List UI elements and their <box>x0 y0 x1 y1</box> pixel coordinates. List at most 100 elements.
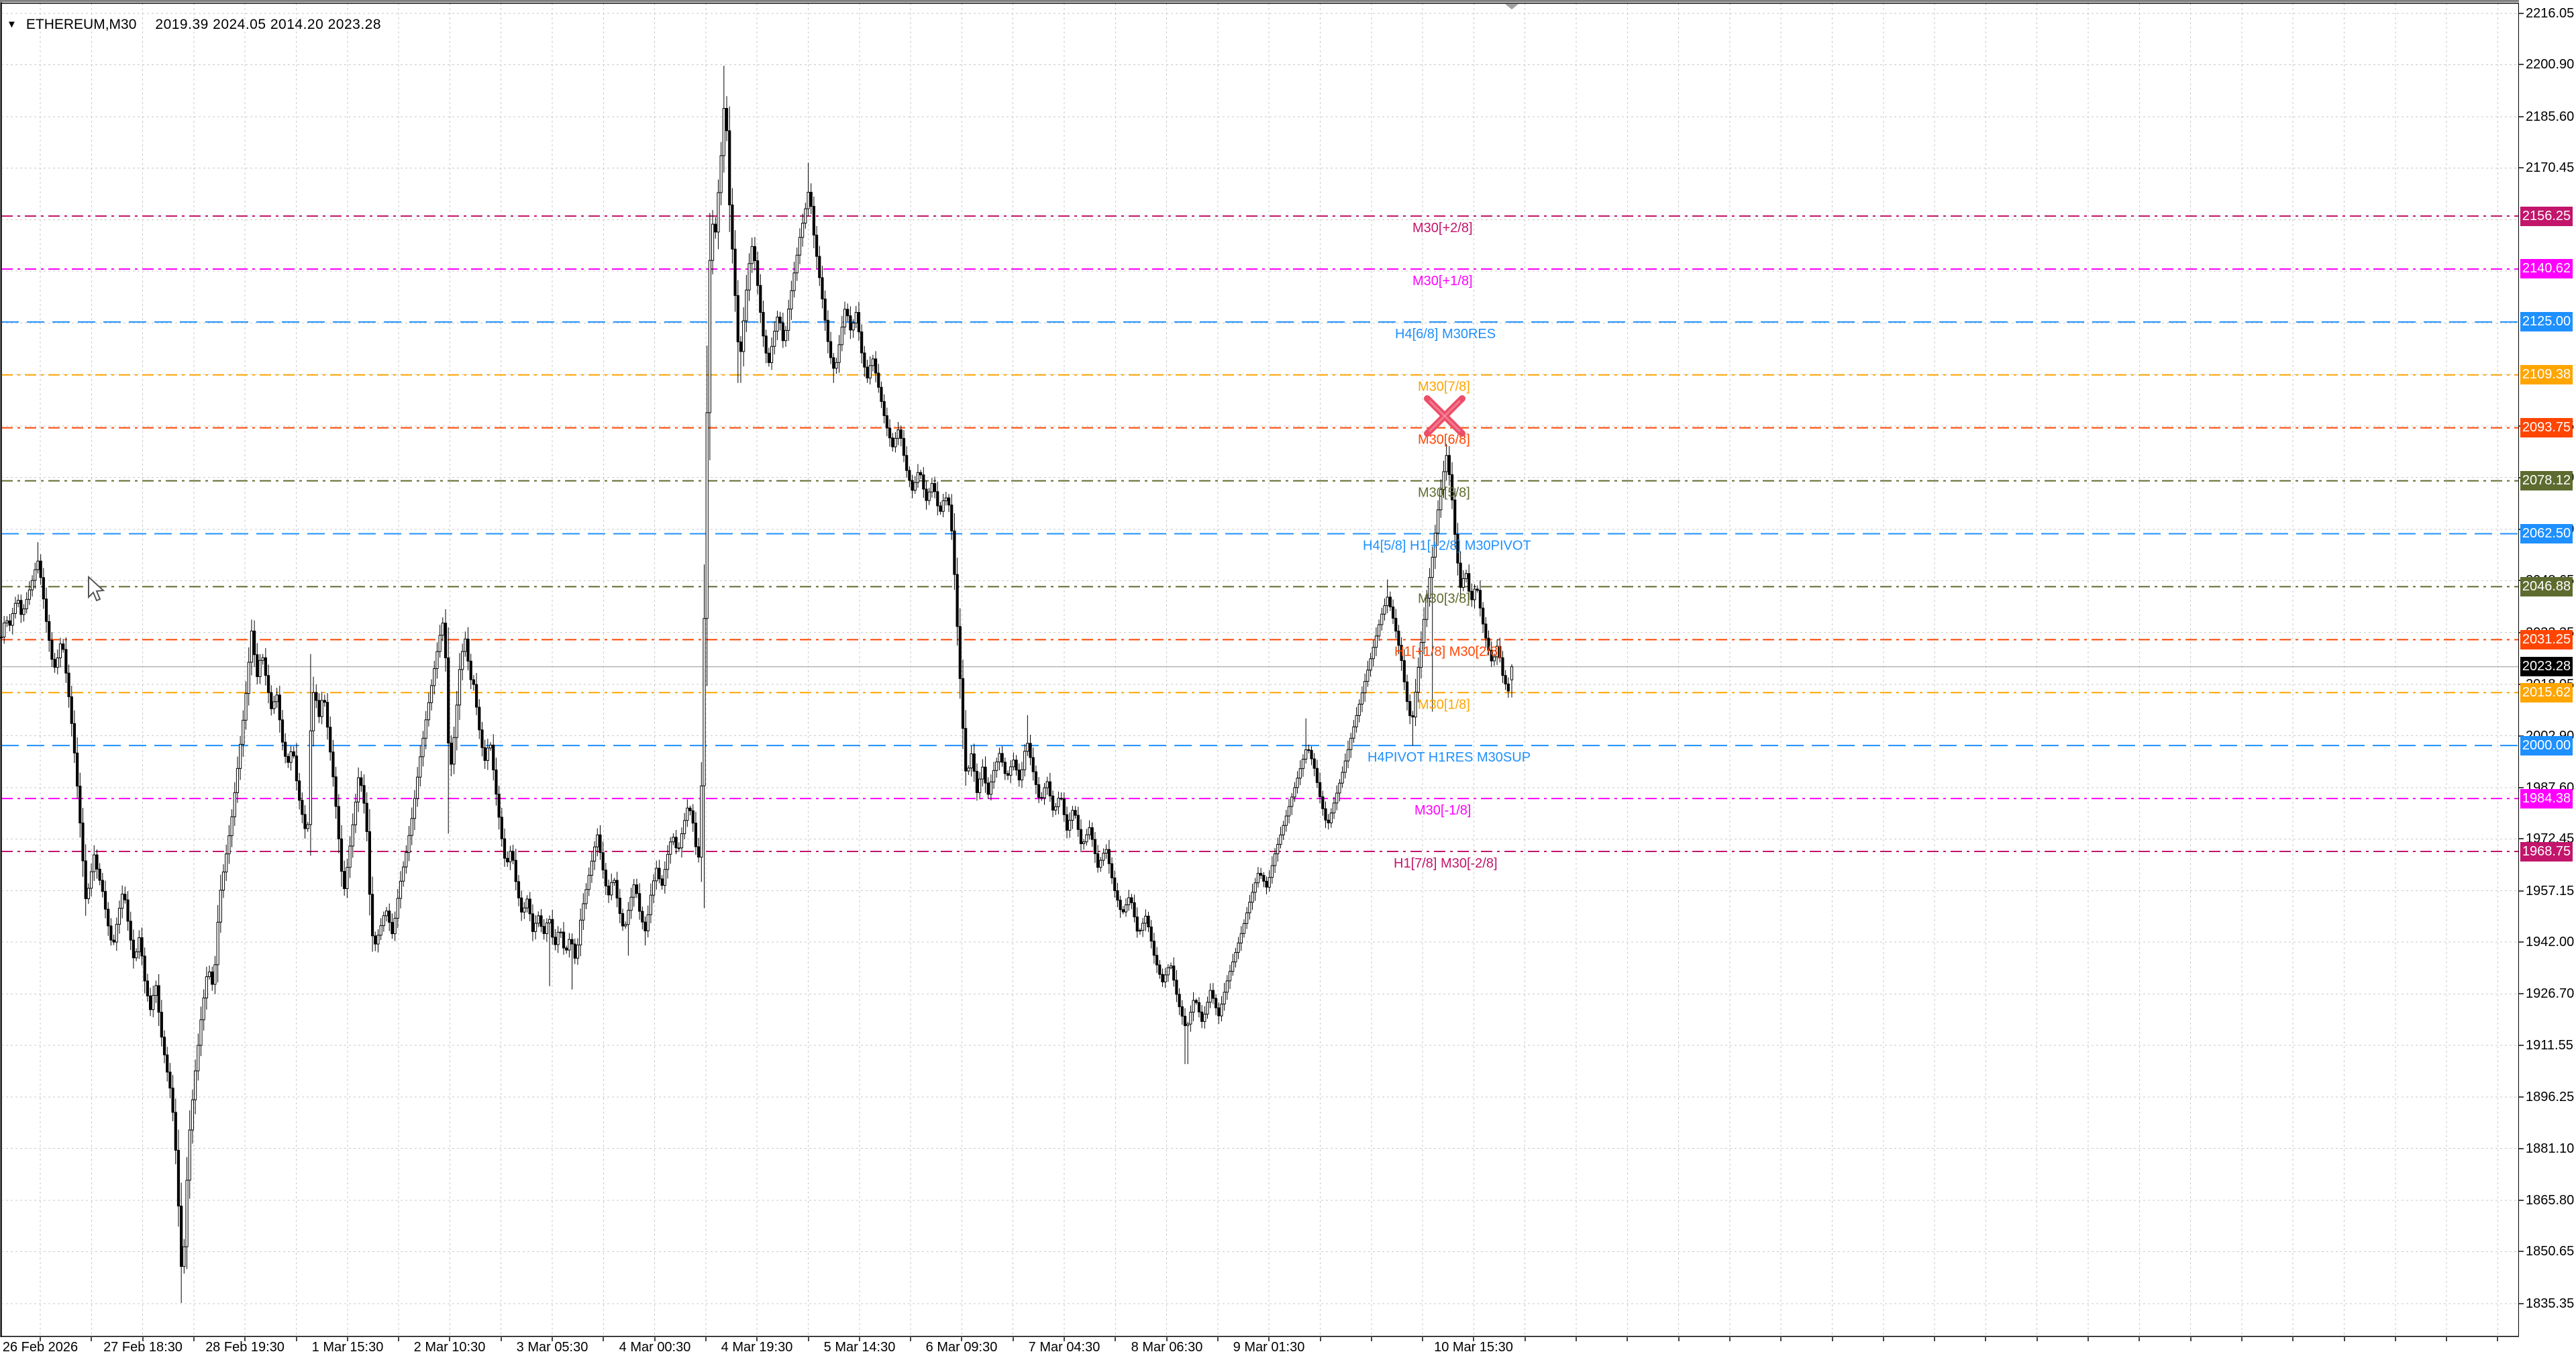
candle-body <box>258 660 262 677</box>
candle-body <box>433 668 436 686</box>
candle-body <box>1510 666 1514 680</box>
candle-body <box>981 766 984 780</box>
time-tick-mark <box>1422 1337 1424 1341</box>
candle-body <box>197 1045 200 1072</box>
candle-body <box>604 870 607 887</box>
candle-body <box>135 951 138 959</box>
price-tick-mark <box>2519 993 2524 995</box>
candle-body <box>1211 990 1215 999</box>
candle-body <box>683 820 686 835</box>
candle-body <box>1369 658 1372 671</box>
candle-body <box>444 623 448 658</box>
time-label: 3 Mar 05:30 <box>516 1340 588 1355</box>
candle-body <box>1183 1016 1187 1027</box>
candle-body <box>1085 834 1088 843</box>
candle-body <box>421 737 425 758</box>
candle-body <box>1037 784 1041 798</box>
candle-body <box>1307 749 1310 751</box>
candle-body <box>669 841 672 855</box>
candle-body <box>627 910 630 925</box>
candle-body <box>618 898 621 915</box>
candle-body <box>351 824 354 847</box>
time-axis[interactable]: 26 Feb 2026 27 Feb 18:30 28 Feb 19:30 1 Mar… <box>0 1337 2576 1356</box>
candle-body <box>509 851 512 863</box>
candle-body <box>1031 757 1035 772</box>
symbol-dropdown-icon[interactable]: ▼ <box>7 18 17 30</box>
candle-body <box>1245 912 1249 924</box>
price-axis[interactable]: 2216.052200.902185.602170.452094.252079.… <box>2519 0 2576 1337</box>
candle-body <box>913 482 917 491</box>
candle-body <box>643 921 647 931</box>
candle-body <box>1321 796 1325 809</box>
price-level-badge: 1968.75 <box>2520 841 2573 862</box>
candle-body <box>1372 647 1375 660</box>
candle-body <box>840 326 843 346</box>
candle-body <box>87 888 90 899</box>
time-tick-mark <box>603 1337 605 1341</box>
candle-body <box>247 662 250 694</box>
candle-body <box>30 580 34 590</box>
candle-body <box>1220 1003 1223 1016</box>
candle-body <box>343 871 346 889</box>
price-tick-mark <box>2519 115 2524 117</box>
candle-body <box>435 651 439 669</box>
candle-body <box>188 1129 191 1181</box>
candle-body <box>450 742 453 765</box>
candle-body <box>1506 683 1510 692</box>
candle-body <box>1386 596 1389 607</box>
time-tick-mark <box>961 1337 963 1341</box>
time-tick-mark <box>2292 1337 2294 1341</box>
candle-body <box>894 437 897 448</box>
time-tick-mark <box>1729 1337 1731 1341</box>
candle-body <box>1012 760 1015 768</box>
time-tick-mark <box>244 1337 246 1341</box>
time-label: 2 Mar 10:30 <box>413 1340 486 1355</box>
candle-body <box>1060 798 1063 800</box>
time-label: 8 Mar 06:30 <box>1131 1340 1203 1355</box>
time-tick-mark <box>346 1337 348 1341</box>
candle-body <box>98 868 101 881</box>
candle-body <box>58 643 62 659</box>
candle-body <box>697 846 701 857</box>
candle-body <box>62 643 65 650</box>
x-marker-icon[interactable] <box>1424 395 1465 437</box>
candle-body <box>1461 578 1465 588</box>
price-level-badge: 2046.88 <box>2520 576 2573 596</box>
candle-body <box>472 679 476 685</box>
time-tick-mark <box>1370 1337 1372 1341</box>
candle-body <box>846 309 849 317</box>
candle-body <box>1054 806 1058 811</box>
candle-body <box>497 794 501 818</box>
candle-body <box>539 915 543 927</box>
time-label: 27 Feb 18:30 <box>103 1340 183 1355</box>
price-tick-label: 1911.55 <box>2526 1037 2573 1053</box>
candle-body <box>925 488 928 501</box>
candle-body <box>374 935 377 945</box>
candle-body <box>1262 875 1266 882</box>
candle-body <box>1223 992 1226 1004</box>
candle-body <box>1270 865 1274 878</box>
candle-body <box>194 1070 197 1100</box>
candle-body <box>613 880 616 883</box>
candle-body <box>1298 768 1302 779</box>
candle-body <box>1357 703 1361 716</box>
candle-body <box>1498 645 1502 658</box>
time-tick-mark <box>2036 1337 2038 1341</box>
candle-body <box>452 737 456 765</box>
price-tick-mark <box>2519 838 2524 840</box>
candle-body <box>1141 923 1145 931</box>
chart-shift-marker-icon[interactable] <box>1505 4 1518 9</box>
candle-body <box>42 577 45 600</box>
candle-body <box>48 621 51 641</box>
candle-body <box>447 657 450 743</box>
candle-body <box>107 908 110 927</box>
candle-body <box>601 852 605 871</box>
time-tick-mark <box>1115 1337 1117 1341</box>
pivot-line-label: H1[7/8] M30[-2/8] <box>1394 856 1498 871</box>
candle-body <box>429 685 433 703</box>
candle-body <box>615 880 619 899</box>
price-level-badge: 2015.62 <box>2520 682 2573 702</box>
candle-body <box>1324 808 1327 821</box>
candle-body <box>315 692 318 701</box>
